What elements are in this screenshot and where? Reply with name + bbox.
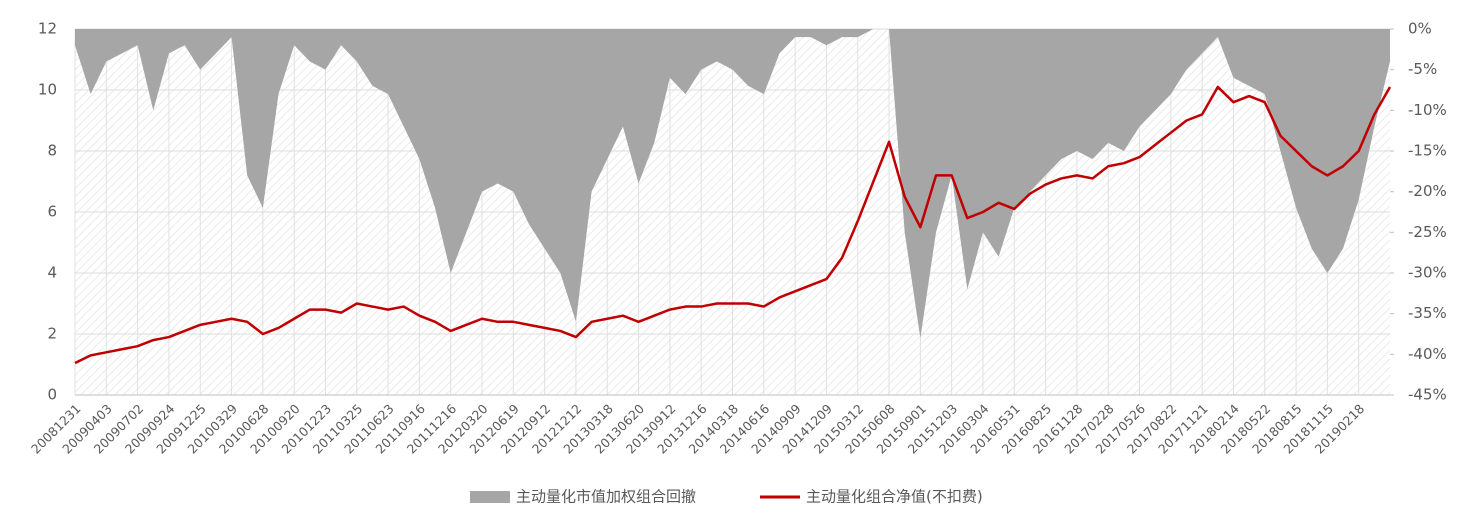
y2-tick-label: 0% — [1408, 20, 1432, 38]
nav-line — [74, 85, 1392, 365]
y2-tick-label: -35% — [1408, 304, 1447, 322]
legend-swatch — [470, 491, 510, 503]
y2-tick-label: -25% — [1408, 223, 1447, 241]
legend-label: 主动量化市值加权组合回撤 — [516, 488, 696, 506]
y-tick-label: 12 — [38, 20, 57, 38]
y-tick-label: 0 — [47, 386, 57, 404]
y-tick-label: 4 — [47, 264, 57, 282]
y2-tick-label: -40% — [1408, 345, 1447, 363]
y2-tick-label: -30% — [1408, 264, 1447, 282]
y-tick-label: 6 — [47, 203, 57, 221]
y-tick-label: 2 — [47, 325, 57, 343]
y-tick-label: 10 — [38, 81, 57, 99]
drawdown-area — [75, 29, 1390, 339]
y2-tick-label: -15% — [1408, 142, 1447, 160]
y2-tick-label: -5% — [1408, 60, 1437, 78]
y2-tick-label: -45% — [1408, 386, 1447, 404]
y2-tick-label: -10% — [1408, 101, 1447, 119]
y2-tick-label: -20% — [1408, 182, 1447, 200]
y-tick-label: 8 — [47, 142, 57, 160]
legend-label: 主动量化组合净值(不扣费) — [806, 488, 983, 506]
